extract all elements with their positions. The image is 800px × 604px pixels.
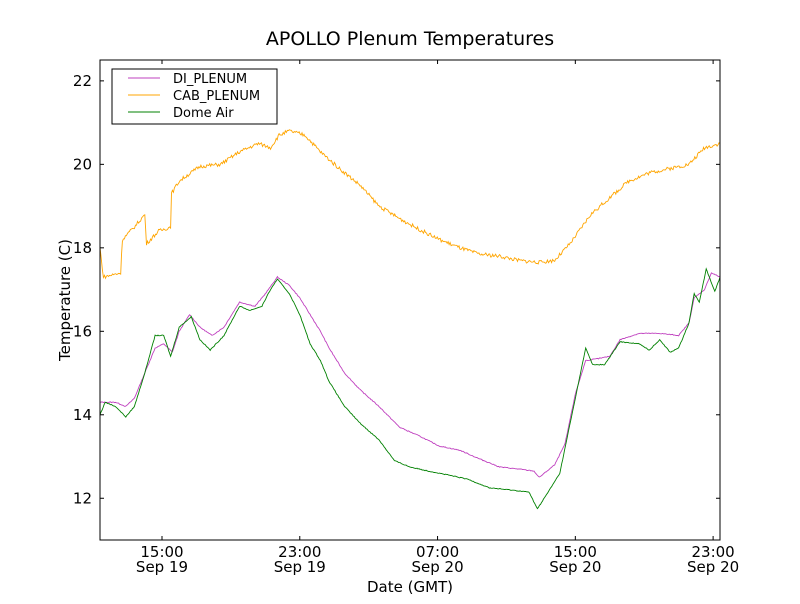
y-tick-label: 12 [73,489,92,507]
series-line-cab-plenum [99,129,721,280]
y-tick-label: 20 [73,155,92,173]
legend-label: DI_PLENUM [173,72,247,87]
legend-item: CAB_PLENUM [128,89,260,104]
x-axis-label: Date (GMT) [367,578,453,596]
x-tick-date-label: Sep 19 [274,558,326,576]
series-line-dome-air [99,267,721,510]
legend: DI_PLENUM CAB_PLENUM Dome Air [111,68,278,125]
y-axis-label: Temperature (C) [56,239,74,362]
y-tick-label: 14 [73,406,92,424]
x-tick-date-label: Sep 20 [411,558,463,576]
y-tick-label: 16 [73,322,92,340]
y-tick-label: 18 [73,239,92,257]
x-tick-time-label: 15:00 [554,543,597,561]
series-line-di-plenum [99,272,721,478]
chart-title: APOLLO Plenum Temperatures [266,28,554,50]
legend-item: DI_PLENUM [128,72,247,87]
plot-frame [99,59,721,541]
x-tick-time-label: 23:00 [691,543,734,561]
legend-label: Dome Air [173,106,234,121]
x-tick-date-label: Sep 20 [549,558,601,576]
x-tick-time-label: 23:00 [278,543,321,561]
x-tick-time-label: 15:00 [140,543,183,561]
series-layer [99,129,721,510]
x-tick-date-label: Sep 20 [687,558,739,576]
y-tick-label: 22 [73,72,92,90]
legend-item: Dome Air [128,106,234,121]
x-tick-date-label: Sep 19 [136,558,188,576]
x-tick-time-label: 07:00 [416,543,459,561]
legend-label: CAB_PLENUM [173,89,260,104]
